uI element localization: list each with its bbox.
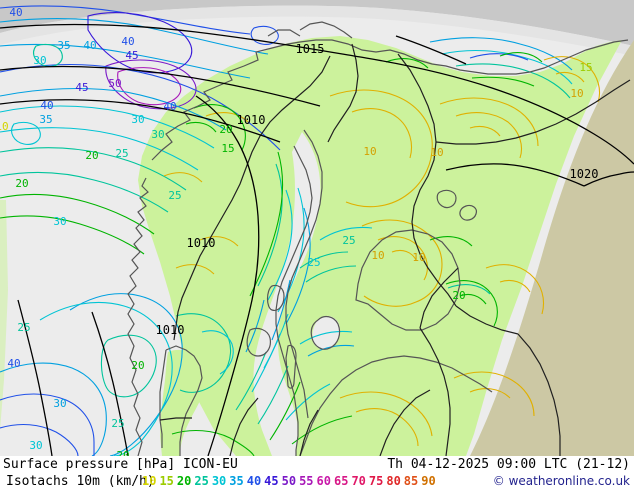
isotach-color-scale: 10 15 20 25 30 35 40 45 50 55 60 65 70 75 80 85 90 [142, 473, 439, 490]
isotach-label: 10 [371, 249, 384, 262]
isotach-label-group: 4040354045504530404035301030202520253020… [0, 6, 593, 456]
land-west-sliver [0, 200, 8, 430]
isotach-label: 10 [570, 87, 583, 100]
isotach-label: 30 [53, 215, 66, 228]
isotach-legend-label: Isotachs 10m (km/h) [6, 474, 155, 489]
scale-stop: 85 [403, 474, 419, 488]
isotach-label: 20 [219, 123, 232, 136]
isotach-label: 25 [342, 234, 355, 247]
isotach-label: 25 [17, 321, 30, 334]
isotach-label: 45 [125, 49, 138, 62]
scale-stop: 55 [299, 474, 314, 488]
scale-stop: 15 [159, 474, 174, 488]
isotach-contours [0, 5, 573, 456]
scale-stop: 60 [316, 474, 331, 488]
isotach-label: 10 [430, 146, 443, 159]
isobars [0, 23, 634, 456]
scale-stop: 90 [421, 474, 436, 488]
isotach-label: 15 [579, 61, 592, 74]
isotach-label: 50 [108, 77, 121, 90]
isotach-label: 10 [412, 251, 425, 264]
sea-norwegian-coast [113, 170, 172, 456]
isotach-label: 10 [363, 145, 376, 158]
parameter-title: Surface pressure [hPa] ICON-EU [3, 457, 238, 472]
outside-domain-right [470, 40, 634, 456]
isotach-label: 30 [29, 439, 42, 452]
isobar-label: 1010 [237, 113, 266, 127]
map-canvas[interactable]: 1015 1010 1010 1010 1020 40 40 35 40 45 50 45 3… [0, 0, 634, 456]
isobar-label: 1015 [296, 42, 325, 56]
isotach-label: 40 [163, 100, 176, 113]
isotach-label: 30 [33, 54, 46, 67]
footer-line-2: Isotachs 10m (km/h) 10 15 20 25 30 35 40 45 50 55… [0, 473, 634, 490]
isotach-label: 45 [75, 81, 88, 94]
isotach-label: 25 [168, 189, 181, 202]
scale-stop: 75 [368, 474, 384, 488]
isotach-label: 35 [57, 39, 70, 52]
scale-stop: 70 [351, 474, 366, 488]
copyright-label: © weatheronline.co.uk [492, 474, 630, 488]
isotach-label: 20 [131, 359, 144, 372]
land-southern-baltic [300, 333, 492, 456]
scale-stop: 30 [211, 474, 227, 488]
isotach-label: 15 [221, 142, 234, 155]
isobar-label: 1010 [187, 236, 216, 250]
isotach-label: 40 [7, 357, 20, 370]
scale-stop: 80 [386, 474, 401, 488]
scale-stop: 45 [264, 474, 279, 488]
footer-line-1: Surface pressure [hPa] ICON-EU Th 04-12-… [0, 456, 634, 473]
isotach-label: 25 [115, 147, 128, 160]
coastlines [127, 21, 629, 456]
isotach-label: 40 [83, 39, 96, 52]
isotach-label: 25 [111, 417, 124, 430]
isotach-contours-land [163, 52, 601, 447]
isotach-label: 40 [9, 6, 22, 19]
isobar-label-group: 1015 1010 1010 1010 1020 [156, 42, 599, 337]
isotach-label: 30 [131, 113, 144, 126]
isotach-label: 20 [116, 449, 129, 456]
scale-stop: 25 [194, 474, 209, 488]
country-borders [159, 43, 631, 456]
scale-stop: 50 [281, 474, 297, 488]
isobar-label: 1010 [156, 323, 185, 337]
isotach-label: 30 [53, 397, 66, 410]
map-footer: Surface pressure [hPa] ICON-EU Th 04-12-… [0, 456, 634, 490]
isotach-label: 20 [85, 149, 98, 162]
isobar-label: 1020 [570, 167, 599, 181]
land-baltic-states [353, 232, 462, 348]
isotach-label: 20 [15, 177, 28, 190]
isotach-label: 40 [121, 35, 134, 48]
isotach-label: 10 [0, 120, 9, 133]
outside-domain-top [0, 0, 634, 46]
isotach-label: 40 [40, 99, 53, 112]
isotach-label: 25 [307, 256, 320, 269]
scale-stop: 40 [246, 474, 262, 488]
isotach-label: 30 [151, 128, 164, 141]
scale-stop: 20 [176, 474, 192, 488]
isotach-label: 20 [452, 289, 465, 302]
scale-stop: 35 [229, 474, 244, 488]
scale-stop: 10 [142, 474, 157, 488]
isotach-label: 35 [39, 113, 52, 126]
valid-time-label: Th 04-12-2025 09:00 LTC (21-12) [387, 457, 630, 472]
scale-stop: 65 [333, 474, 349, 488]
